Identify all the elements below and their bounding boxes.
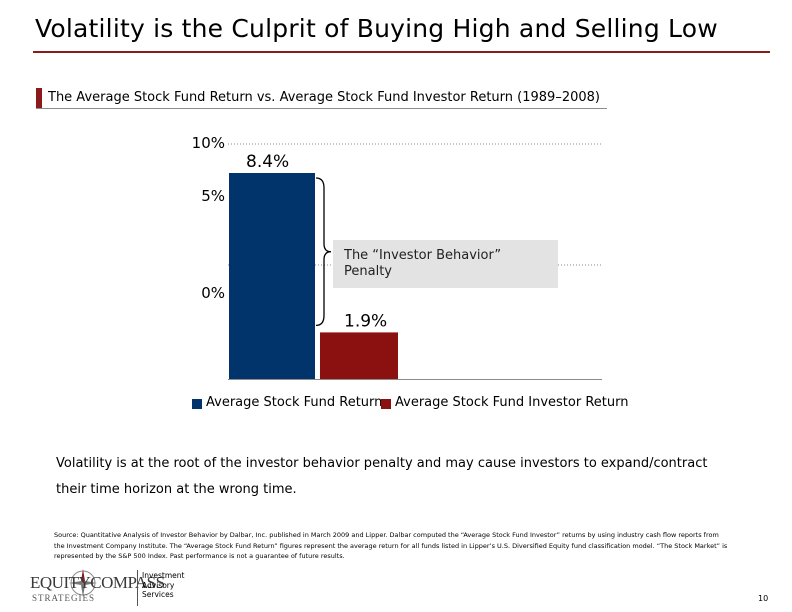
callout-text: The “Investor Behavior” Penalty <box>344 248 502 279</box>
body-text: Volatility is at the root of the investo… <box>56 456 708 497</box>
legend-label-investor-return: Average Stock Fund Investor Return <box>395 395 629 410</box>
y-tick-label: 0% <box>201 284 225 302</box>
data-label: 8.4% <box>246 152 289 172</box>
y-tick-label: 5% <box>201 187 225 205</box>
footer-divider <box>137 570 138 606</box>
legend-swatch-fund-return <box>192 399 202 409</box>
legend-label-fund-return: Average Stock Fund Return <box>206 395 383 410</box>
title-divider <box>33 51 770 53</box>
page-title: Volatility is the Culprit of Buying High… <box>35 14 718 43</box>
services-text: Investment Advisory Services <box>142 571 185 599</box>
bar-investor-return <box>320 332 398 379</box>
company-logo: EQUITYCOMPASS STRATEGIES <box>30 568 165 608</box>
chart-heading: The Average Stock Fund Return vs. Averag… <box>48 90 600 105</box>
penalty-callout: The “Investor Behavior” Penalty <box>333 240 558 288</box>
chart-heading-bar: The Average Stock Fund Return vs. Averag… <box>36 88 607 109</box>
logo-subtitle: STRATEGIES <box>32 593 96 603</box>
y-tick-label: 10% <box>192 134 225 152</box>
penalty-brace <box>315 177 332 327</box>
page-number: 10 <box>758 594 769 603</box>
data-label: 1.9% <box>344 311 387 331</box>
logo-wordmark: EQUITYCOMPASS <box>30 573 165 592</box>
bar-fund-return <box>229 173 315 379</box>
source-note: Source: Quantitative Analysis of Investo… <box>54 531 728 560</box>
heading-marker <box>36 88 42 108</box>
compass-icon <box>69 569 97 597</box>
legend-swatch-investor-return <box>381 399 391 409</box>
